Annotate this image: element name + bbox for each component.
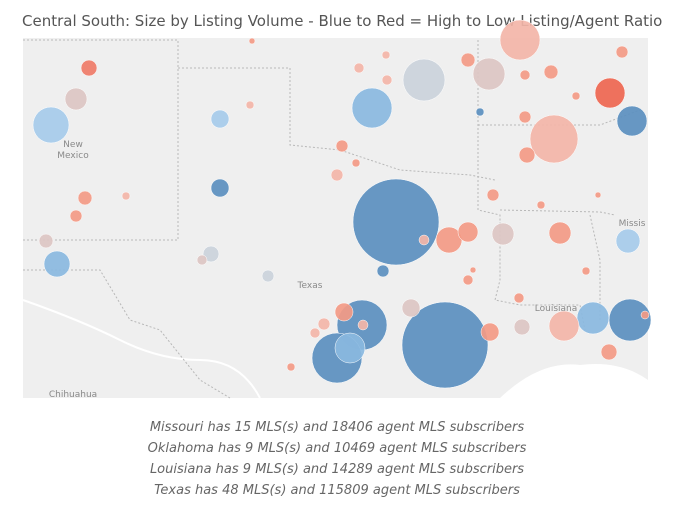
bubble — [334, 332, 366, 364]
state-border — [23, 39, 179, 241]
map-label: New — [63, 140, 83, 150]
bubble — [64, 87, 88, 111]
bubble — [536, 200, 546, 210]
bubble — [353, 62, 365, 74]
bubble — [548, 310, 580, 342]
bubble — [581, 266, 591, 276]
bubble — [513, 292, 525, 304]
bubble — [330, 168, 344, 182]
bubble — [469, 266, 477, 274]
bubble — [335, 139, 349, 153]
bubble — [352, 178, 440, 266]
state-border — [477, 40, 586, 331]
bubble — [576, 301, 610, 335]
bubble — [571, 91, 581, 101]
bubble — [475, 107, 485, 117]
bubble — [334, 302, 354, 322]
bubble — [32, 106, 70, 144]
bubble — [529, 114, 579, 164]
bubble — [309, 327, 321, 339]
bubble — [640, 310, 650, 320]
bubble — [457, 221, 479, 243]
bubble — [202, 245, 220, 263]
map-label: Louisiana — [535, 304, 578, 314]
bubble — [196, 254, 208, 266]
bubble — [462, 274, 474, 286]
note: Missouri has 15 MLS(s) and 18406 agent M… — [150, 420, 525, 435]
bubble — [210, 178, 230, 198]
river — [22, 299, 261, 399]
map: New Mexico Texas Louisiana Missis Chihua… — [22, 19, 652, 400]
bubble — [351, 158, 361, 168]
note: Louisiana has 9 MLS(s) and 14289 agent M… — [150, 462, 524, 477]
bubble — [615, 228, 641, 254]
bubble — [486, 188, 500, 202]
title: Central South: Size by Listing Volume - … — [22, 12, 662, 30]
bubbles — [32, 19, 652, 389]
bubble — [480, 322, 500, 342]
gulf — [500, 364, 648, 398]
bubble — [616, 105, 648, 137]
bubble — [245, 100, 255, 110]
bubble — [381, 50, 391, 60]
bubble — [543, 64, 559, 80]
note: Oklahoma has 9 MLS(s) and 10469 agent ML… — [148, 441, 527, 456]
bubble — [499, 19, 541, 61]
bubble — [594, 77, 626, 109]
bubble — [317, 317, 331, 331]
bubble — [418, 234, 430, 246]
bubble — [248, 37, 256, 45]
bubble — [518, 110, 532, 124]
country-border — [23, 269, 231, 399]
map-label: Mexico — [57, 151, 89, 161]
bubble — [518, 146, 536, 164]
bubble — [615, 45, 629, 59]
bubble — [69, 209, 83, 223]
bubble — [376, 264, 390, 278]
bubble — [402, 58, 446, 102]
state-border — [178, 67, 496, 181]
bubble — [401, 298, 421, 318]
bubble — [43, 250, 71, 278]
bubble — [38, 233, 54, 249]
bubble — [600, 343, 618, 361]
bubble — [261, 269, 275, 283]
bubble — [80, 59, 98, 77]
note: Texas has 48 MLS(s) and 115809 agent MLS… — [154, 483, 520, 498]
bubble — [491, 222, 515, 246]
bubble — [460, 52, 476, 68]
bubble — [357, 319, 369, 331]
bubble — [472, 57, 506, 91]
bubble — [594, 191, 602, 199]
bubble — [608, 298, 652, 342]
map-label: Chihuahua — [49, 390, 97, 400]
bubble — [77, 190, 93, 206]
map-label: Texas — [297, 281, 323, 291]
state-border — [499, 209, 616, 216]
bubble — [401, 301, 489, 389]
bubble — [519, 69, 531, 81]
state-border — [478, 109, 641, 126]
bubble — [351, 87, 393, 129]
bubble — [513, 318, 531, 336]
bubble — [381, 74, 393, 86]
map-label: Missis — [619, 219, 646, 229]
bubble — [210, 109, 230, 129]
bubble — [548, 221, 572, 245]
bubble — [286, 362, 296, 372]
bubble — [121, 191, 131, 201]
